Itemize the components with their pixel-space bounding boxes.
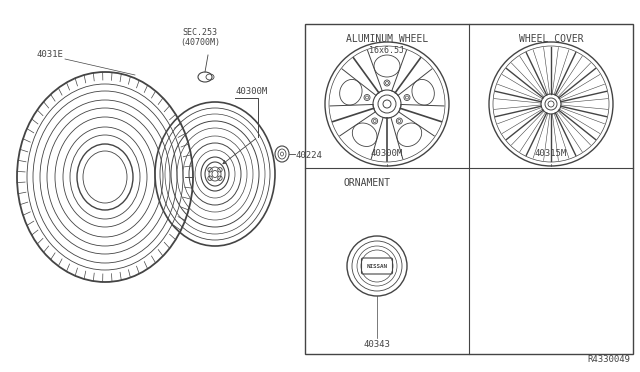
- Bar: [305, 24, 633, 354]
- Circle shape: [406, 96, 408, 99]
- Text: 40315M: 40315M: [535, 149, 567, 158]
- Circle shape: [385, 81, 388, 84]
- Circle shape: [373, 119, 376, 122]
- Text: NISSAN: NISSAN: [367, 263, 387, 269]
- Text: 40300M: 40300M: [371, 149, 403, 158]
- Text: ALUMINUM WHEEL: ALUMINUM WHEEL: [346, 34, 428, 44]
- Text: 40343: 40343: [364, 340, 390, 349]
- Circle shape: [365, 96, 369, 99]
- Text: ORNAMENT: ORNAMENT: [344, 178, 390, 188]
- Text: 40300M: 40300M: [235, 87, 268, 96]
- Circle shape: [383, 100, 391, 108]
- Text: 16x6.5J: 16x6.5J: [369, 46, 404, 55]
- Text: 4031E: 4031E: [36, 50, 63, 59]
- Circle shape: [548, 101, 554, 107]
- Circle shape: [398, 119, 401, 122]
- Text: R4330049: R4330049: [587, 355, 630, 364]
- Text: 40224: 40224: [296, 151, 323, 160]
- Text: SEC.253
(40700M): SEC.253 (40700M): [180, 28, 220, 47]
- Text: WHEEL COVER: WHEEL COVER: [518, 34, 583, 44]
